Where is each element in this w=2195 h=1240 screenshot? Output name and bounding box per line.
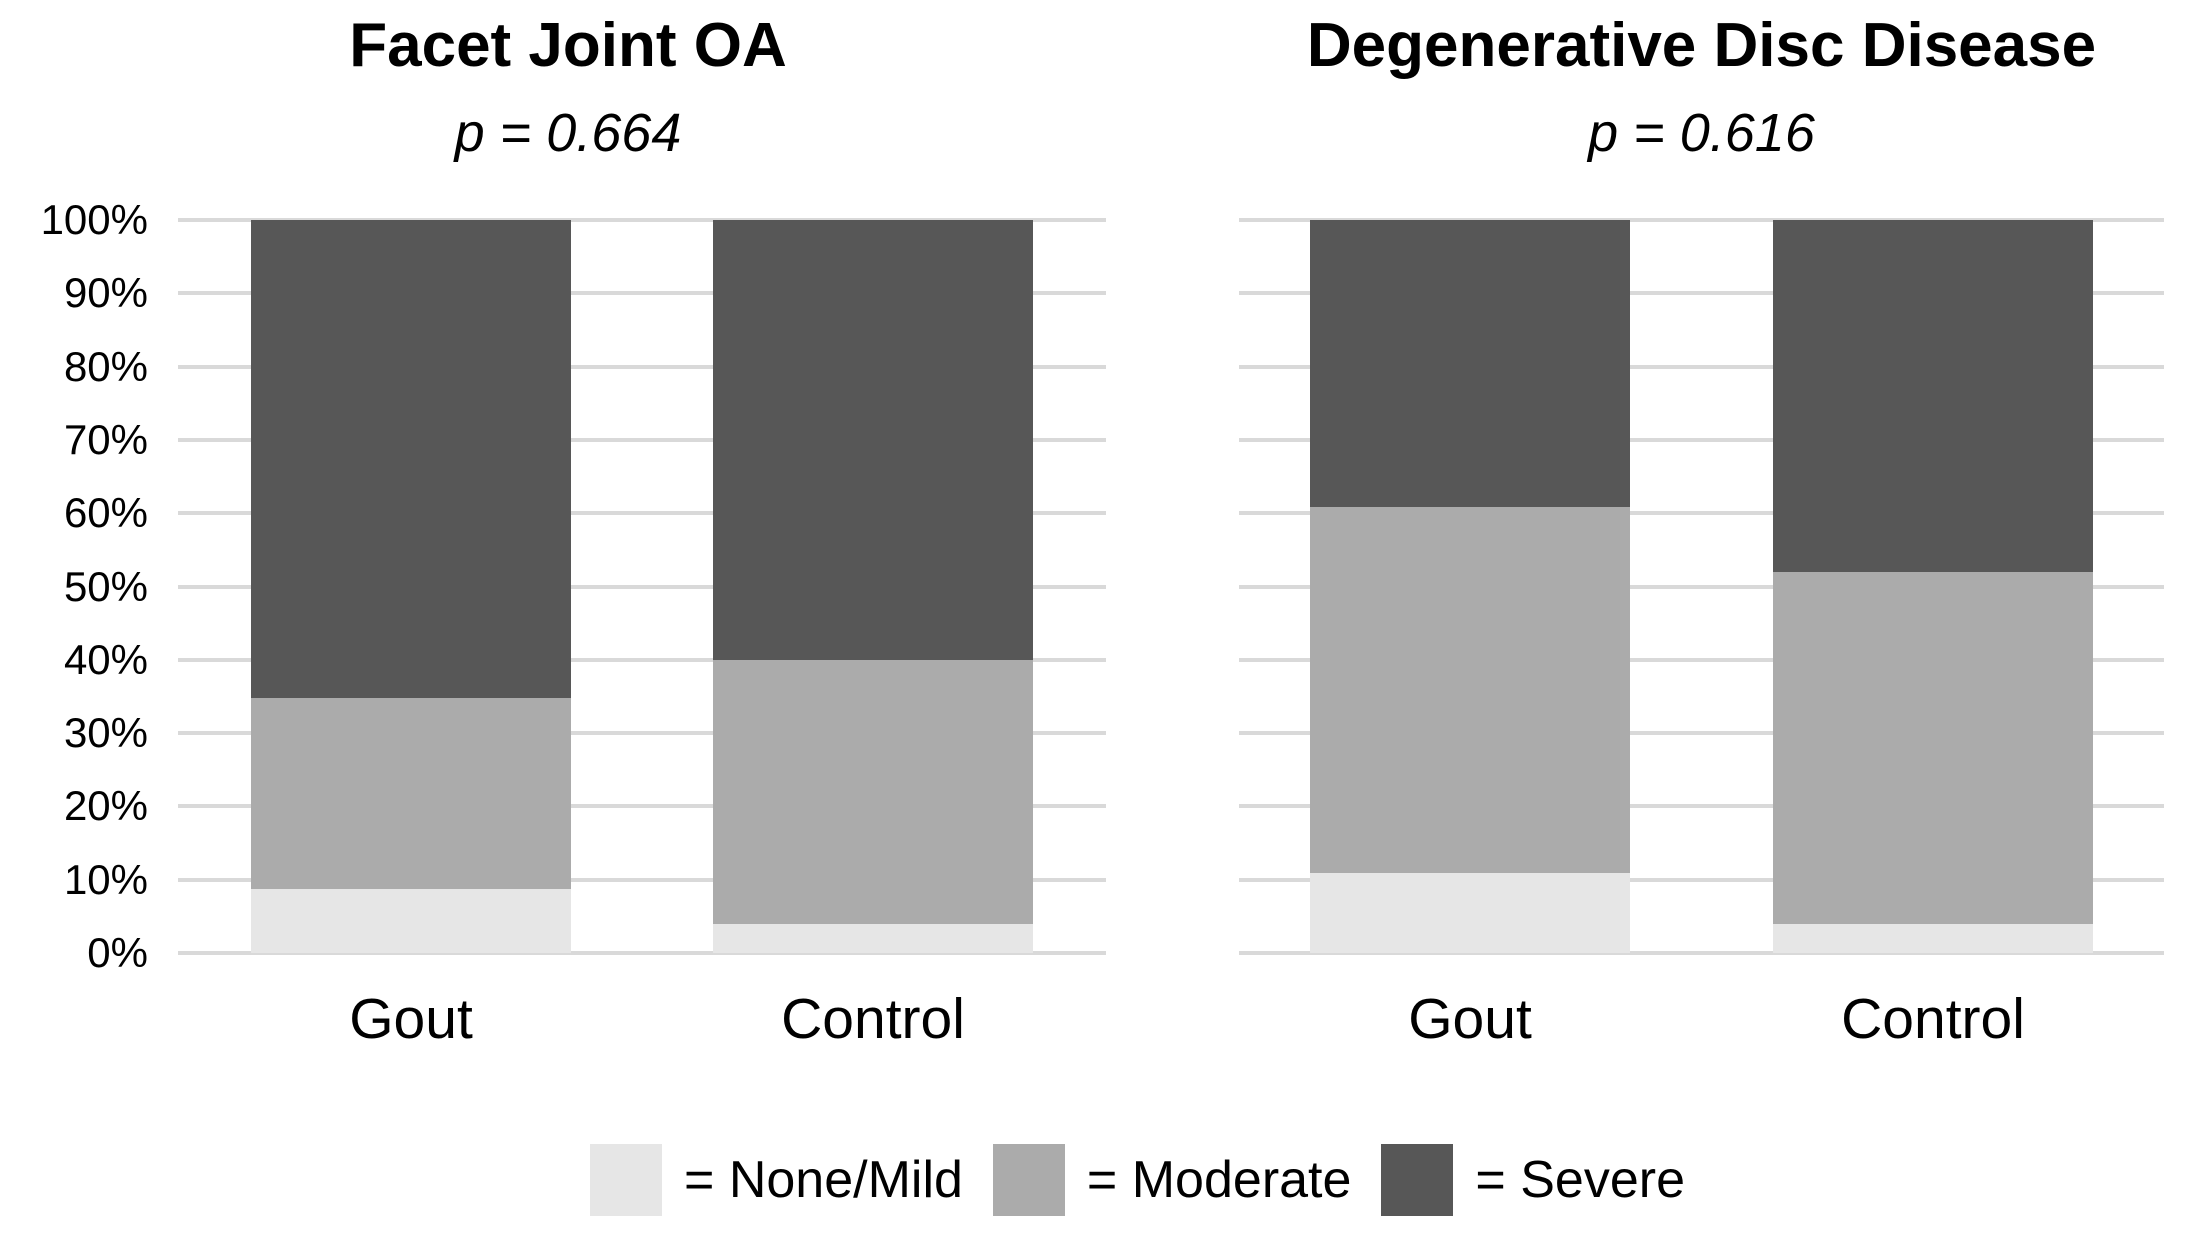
bar-segment-severe (251, 220, 571, 698)
y-axis-tick-label: 10% (63, 855, 148, 903)
gridline (178, 951, 1106, 955)
legend-item-none-mild: = None/Mild (590, 1144, 963, 1216)
x-axis-category-label-gout: Gout (1408, 987, 1532, 1051)
gridline (178, 877, 1106, 882)
chart-title-facet-joint-oa: Facet Joint OA (349, 11, 787, 80)
bar-segment-none-mild (1773, 923, 2093, 953)
gridline (1239, 584, 2164, 589)
gridline (178, 291, 1106, 296)
legend-label-severe: = Severe (1475, 1151, 1685, 1209)
y-axis-tick-label: 70% (63, 415, 148, 463)
legend-item-moderate: = Moderate (992, 1144, 1352, 1216)
stacked-bar-control (713, 220, 1033, 953)
stacked-bar-control (1773, 220, 2093, 953)
y-axis-tick-label: 90% (63, 269, 148, 317)
y-axis-tick-label: 30% (63, 709, 148, 757)
gridline (178, 218, 1106, 222)
bar-segment-none-mild (1310, 873, 1630, 953)
stacked-bar-gout (1310, 220, 1630, 953)
gridline (1239, 511, 2164, 516)
y-axis-tick-label: 60% (63, 489, 148, 537)
bar-segment-severe (713, 220, 1033, 660)
bar-segment-severe (1310, 220, 1630, 507)
gridline (1239, 218, 2164, 222)
legend-item-severe: = Severe (1381, 1144, 1685, 1216)
bar-segment-moderate (713, 659, 1033, 924)
x-axis-category-label-control: Control (1841, 987, 2025, 1051)
gridline (1239, 364, 2164, 369)
gridline (178, 804, 1106, 809)
gridline (1239, 877, 2164, 882)
legend: = None/Mild = Moderate = Severe (590, 1144, 1685, 1216)
y-axis-tick-label: 100% (40, 196, 148, 243)
gridline (178, 584, 1106, 589)
legend-label-moderate: = Moderate (1086, 1151, 1352, 1209)
x-axis-category-label-control: Control (781, 987, 965, 1051)
gridline (178, 657, 1106, 662)
bar-segment-moderate (1310, 506, 1630, 874)
gridline (1239, 804, 2164, 809)
gridline (178, 364, 1106, 369)
gridline (1239, 731, 2164, 736)
bar-segment-moderate (251, 697, 571, 890)
legend-swatch-none-mild (590, 1144, 662, 1216)
legend-label-none-mild: = None/Mild (684, 1151, 963, 1209)
gridline (1239, 951, 2164, 955)
plot-area-facet-joint-oa (178, 218, 1106, 955)
p-value-label-facet-joint-oa: p = 0.664 (454, 103, 682, 163)
plot-area-degenerative-disc-disease (1239, 218, 2164, 955)
legend-swatch-severe (1381, 1144, 1454, 1216)
gridline (178, 437, 1106, 442)
bar-segment-moderate (1773, 571, 2093, 924)
bar-segment-none-mild (713, 923, 1033, 953)
legend-swatch-moderate (992, 1144, 1065, 1216)
y-axis-tick-label: 50% (63, 562, 148, 610)
gridline (1239, 657, 2164, 662)
bar-segment-severe (1773, 220, 2093, 572)
gridline (178, 731, 1106, 736)
stacked-bar-gout (251, 220, 571, 953)
y-axis-tick-label: 40% (63, 635, 148, 683)
gridline (178, 511, 1106, 516)
gridline (1239, 291, 2164, 296)
chart-title-degenerative-disc-disease: Degenerative Disc Disease (1306, 11, 2097, 80)
x-axis-category-label-gout: Gout (349, 987, 473, 1051)
y-axis-tick-label: 20% (63, 782, 148, 830)
y-axis-tick-label: 80% (63, 342, 148, 390)
y-axis-tick-label: 0% (87, 929, 148, 976)
gridline (1239, 437, 2164, 442)
p-value-label-degenerative-disc-disease: p = 0.616 (1588, 103, 1815, 163)
bar-segment-none-mild (251, 889, 571, 953)
